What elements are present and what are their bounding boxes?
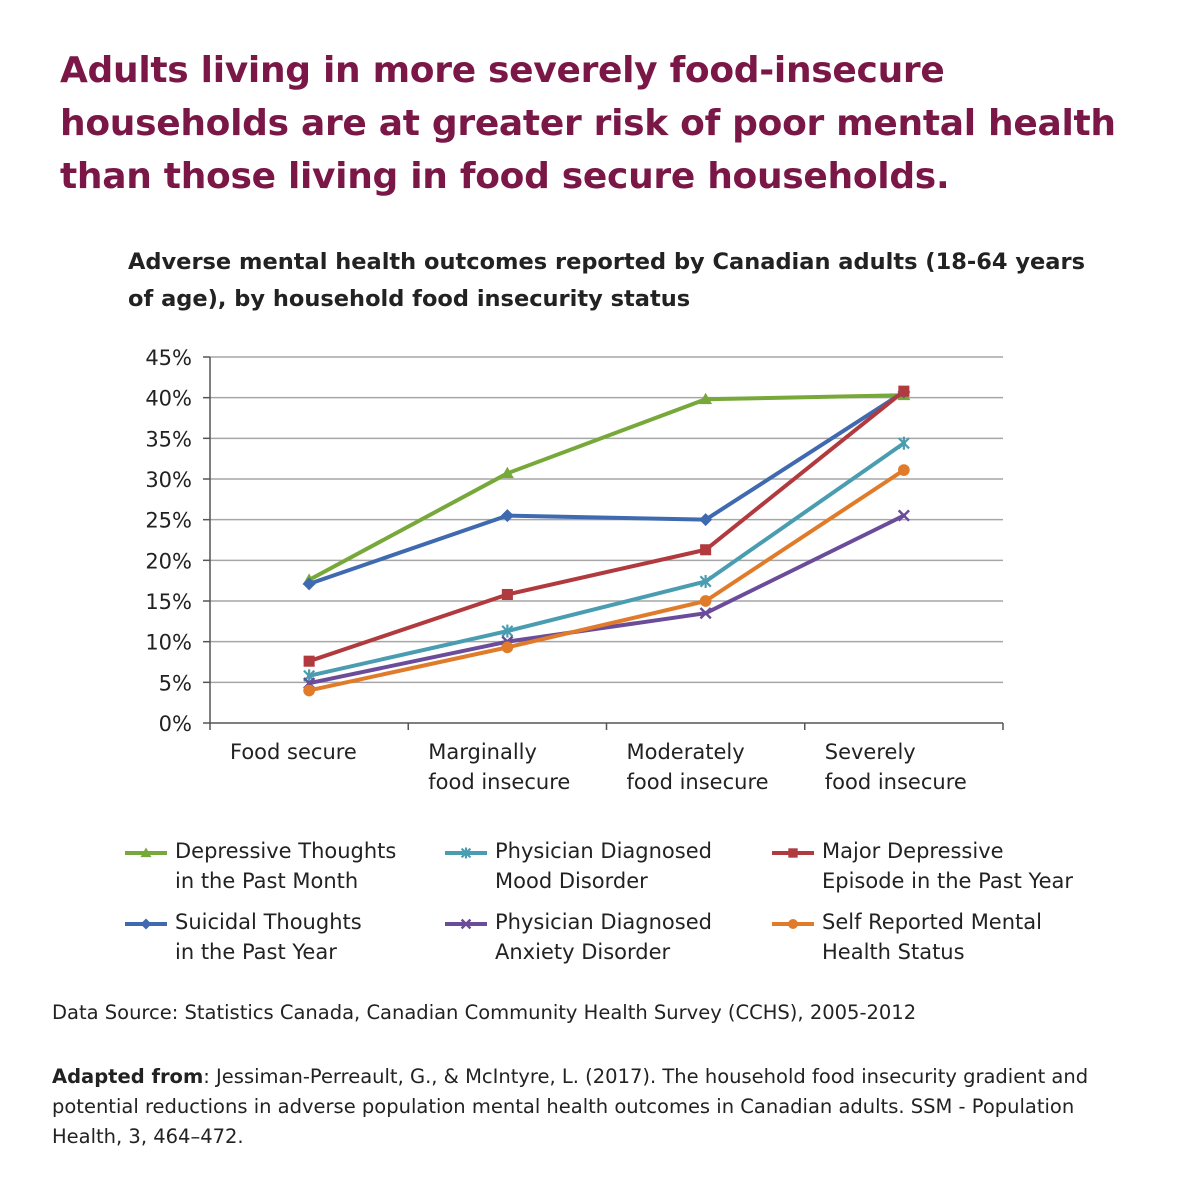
x-tick-label: Food secure — [230, 740, 357, 764]
legend-swatch — [125, 847, 167, 858]
legend-label: Major Depressive Episode in the Past Year — [822, 836, 1122, 896]
y-tick-label: 0% — [159, 712, 192, 736]
legend-marker — [460, 918, 472, 930]
legend-marker — [788, 848, 798, 858]
legend-swatch — [445, 918, 487, 930]
data-point — [898, 464, 910, 476]
x-tick-label-line: Food secure — [230, 740, 357, 764]
y-tick-label: 30% — [145, 468, 192, 492]
y-tick-label: 10% — [145, 631, 192, 655]
legend-label-line: Anxiety Disorder — [495, 940, 671, 964]
legend-marker — [788, 919, 798, 929]
legend-swatch — [125, 918, 167, 930]
series-line — [307, 441, 906, 678]
x-tick-label-line: food insecure — [627, 770, 769, 794]
citation-label: Adapted from — [52, 1065, 204, 1088]
y-tick-label: 40% — [145, 387, 192, 411]
y-tick-label: 25% — [145, 509, 192, 533]
legend-label-line: Physician Diagnosed — [495, 839, 712, 863]
legend-label-line: Self Reported Mental — [822, 910, 1042, 934]
legend-label-line: Health Status — [822, 940, 965, 964]
data-point — [501, 624, 514, 638]
chart-title: Adverse mental health outcomes reported … — [128, 249, 1085, 312]
data-point — [700, 544, 712, 556]
citation-text: : Jessiman-Perreault, G., & McIntyre, L.… — [52, 1065, 1089, 1148]
legend-marker — [140, 847, 152, 858]
x-tick-label: Moderately food insecure — [627, 740, 769, 794]
legend-label: Suicidal Thoughts in the Past Year — [175, 907, 475, 967]
y-tick-label: 20% — [145, 549, 192, 573]
series-line — [307, 468, 906, 693]
x-tick-label-line: food insecure — [428, 770, 570, 794]
data-point — [501, 641, 514, 654]
data-point — [303, 655, 315, 667]
series-2 — [303, 436, 910, 683]
legend-label-line: Major Depressive — [822, 839, 1004, 863]
legend-label: Self Reported Mental Health Status — [822, 907, 1122, 967]
x-tick-label-line: Marginally — [428, 740, 537, 764]
series-line — [307, 393, 906, 582]
data-point — [303, 684, 315, 697]
legend-label-line: Physician Diagnosed — [495, 910, 712, 934]
legend-label-line: in the Past Year — [175, 940, 337, 964]
series-4 — [303, 385, 910, 667]
series-line — [307, 513, 906, 686]
series-5 — [303, 464, 910, 697]
legend-marker — [140, 918, 152, 930]
data-point — [302, 577, 316, 591]
data-source: Data Source: Statistics Canada, Canadian… — [52, 1001, 917, 1024]
legend-swatch — [772, 919, 814, 929]
x-tick-label: Marginally food insecure — [428, 740, 570, 794]
data-point — [699, 595, 712, 607]
series-3 — [303, 509, 910, 690]
y-tick-label: 5% — [159, 671, 192, 695]
legend-label-line: Suicidal Thoughts — [175, 910, 362, 934]
series-line — [307, 389, 906, 586]
y-tick-label: 45% — [145, 346, 192, 370]
x-tick-label-line: food insecure — [825, 770, 967, 794]
y-tick-label: 15% — [145, 590, 192, 614]
legend-swatch — [445, 847, 487, 859]
legend-label-line: in the Past Month — [175, 869, 359, 893]
data-point — [699, 513, 713, 527]
x-tick-label: Severely food insecure — [825, 740, 967, 794]
legend-label-line: Depressive Thoughts — [175, 839, 397, 863]
x-tick-label-line: Severely — [825, 740, 916, 764]
legend-label: Depressive Thoughts in the Past Month — [175, 836, 475, 896]
data-point — [501, 588, 513, 601]
data-point — [897, 509, 910, 522]
data-point — [699, 392, 713, 405]
data-point — [699, 607, 712, 620]
legend-label: Physician Diagnosed Anxiety Disorder — [495, 907, 795, 967]
legend-label-line: Episode in the Past Year — [822, 869, 1074, 893]
line-chart: 0% 5% 10% 15% 20% 25% 30% 35% 40% 45% Food secure M… — [145, 346, 1004, 794]
data-point — [500, 509, 514, 523]
headline: Adults living in more severely food-inse… — [60, 50, 1116, 197]
data-point — [898, 385, 910, 397]
data-point — [897, 436, 910, 450]
legend-marker — [460, 847, 472, 859]
series-line — [307, 389, 906, 664]
legend-swatch — [772, 848, 814, 858]
legend-label-line: Mood Disorder — [495, 869, 648, 893]
y-tick-label: 35% — [145, 427, 192, 451]
data-point — [500, 466, 514, 479]
citation: Adapted from: Jessiman-Perreault, G., & … — [52, 1062, 1112, 1152]
legend-label: Physician Diagnosed Mood Disorder — [495, 836, 795, 896]
x-tick-label-line: Moderately — [627, 740, 745, 764]
data-point — [699, 574, 712, 588]
